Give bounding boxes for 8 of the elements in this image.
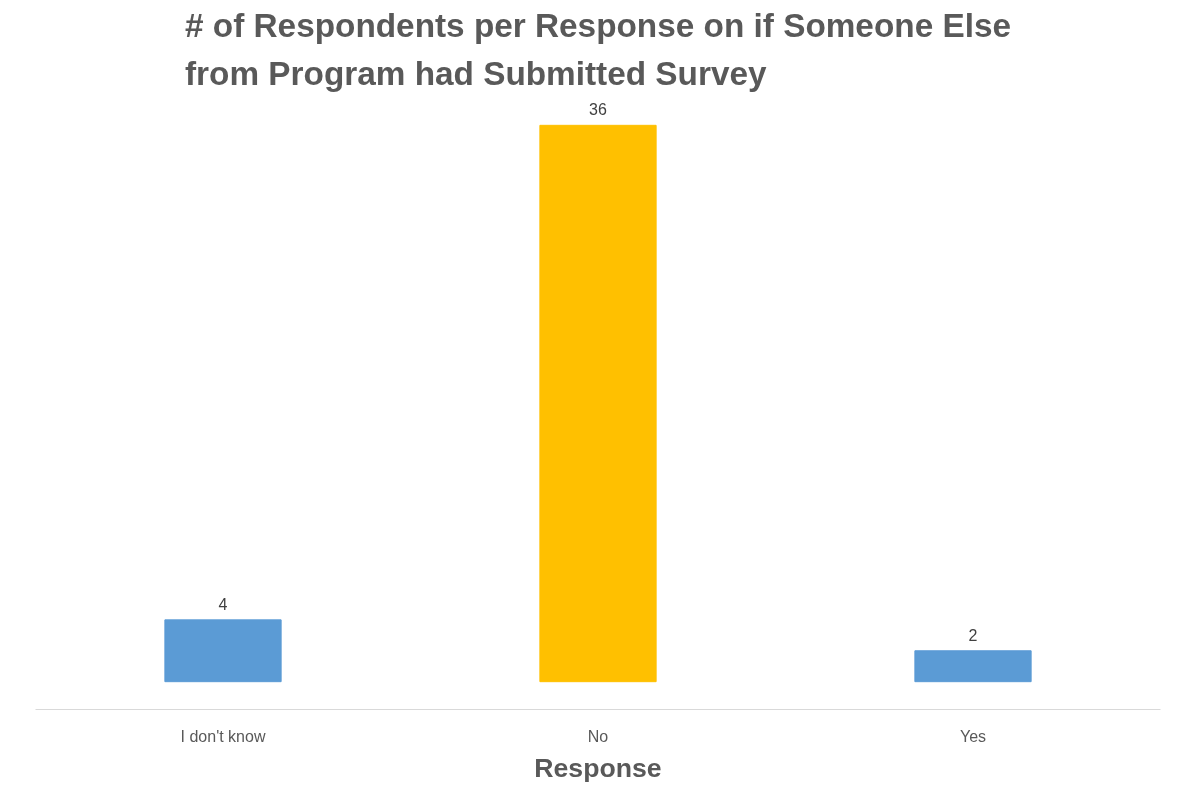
data-label: 2 <box>968 626 978 644</box>
x-tick-label: Yes <box>959 727 987 745</box>
data-label: 36 <box>589 101 607 119</box>
data-label: 4 <box>218 595 228 613</box>
x-tick-label: No <box>587 727 609 745</box>
x-axis-title: Response <box>534 752 662 783</box>
x-tick-label: I don't know <box>180 727 266 745</box>
chart-title: # of Respondents per Response on if Someone Else from Program had Submitted Survey <box>185 7 1011 93</box>
